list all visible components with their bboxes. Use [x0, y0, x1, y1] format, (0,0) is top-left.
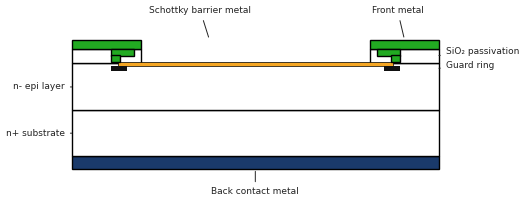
FancyBboxPatch shape: [111, 66, 127, 71]
FancyBboxPatch shape: [370, 40, 439, 49]
FancyBboxPatch shape: [391, 55, 400, 62]
FancyBboxPatch shape: [384, 66, 400, 71]
Text: Front metal: Front metal: [372, 6, 424, 37]
Text: SiO₂ passivation: SiO₂ passivation: [439, 47, 519, 56]
Text: Schottky barrier metal: Schottky barrier metal: [149, 6, 251, 37]
FancyBboxPatch shape: [72, 156, 439, 169]
FancyBboxPatch shape: [118, 62, 393, 66]
FancyBboxPatch shape: [111, 49, 134, 56]
FancyBboxPatch shape: [72, 110, 439, 156]
FancyBboxPatch shape: [377, 49, 400, 56]
Text: Back contact metal: Back contact metal: [212, 171, 299, 196]
FancyBboxPatch shape: [72, 63, 439, 110]
FancyBboxPatch shape: [111, 55, 120, 62]
FancyBboxPatch shape: [72, 40, 141, 49]
Text: n+ substrate: n+ substrate: [6, 129, 72, 138]
FancyBboxPatch shape: [370, 49, 439, 63]
FancyBboxPatch shape: [72, 49, 141, 63]
Text: n- epi layer: n- epi layer: [13, 82, 72, 91]
Text: Guard ring: Guard ring: [439, 61, 494, 70]
